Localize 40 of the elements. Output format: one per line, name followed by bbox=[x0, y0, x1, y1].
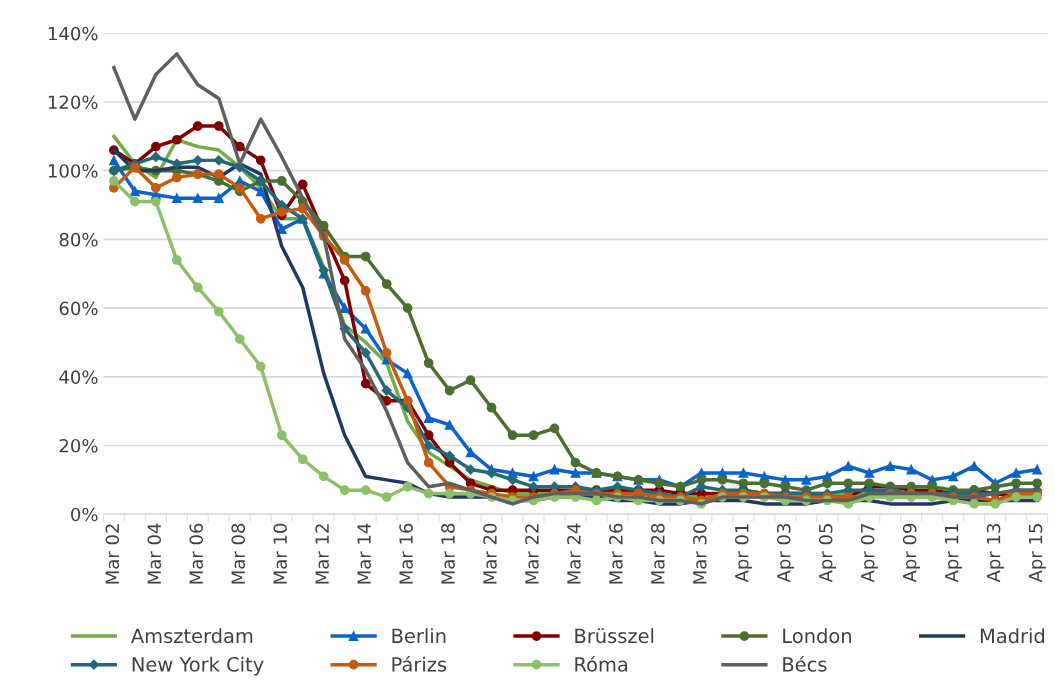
x-tick-label: Mar 16 bbox=[399, 523, 413, 584]
x-tick-label: Apr 11 bbox=[945, 524, 962, 583]
y-tick-label: 0% bbox=[71, 507, 98, 522]
y-tick-label: 20% bbox=[59, 438, 98, 453]
legend-label: Róma bbox=[575, 655, 628, 672]
x-tick-label: Mar 10 bbox=[273, 523, 287, 584]
y-tick-label: 100% bbox=[48, 164, 98, 178]
legend-label: Madrid bbox=[980, 628, 1045, 644]
legend-label: Berlin bbox=[392, 628, 446, 644]
x-tick-label: Apr 09 bbox=[902, 523, 920, 583]
x-tick-label: Mar 24 bbox=[567, 523, 581, 584]
x-tick-label: Mar 06 bbox=[189, 523, 204, 584]
y-tick-label: 120% bbox=[48, 95, 98, 110]
x-tick-label: Mar 18 bbox=[441, 523, 455, 584]
legend-label: Párizs bbox=[392, 655, 447, 672]
x-tick-label: Mar 22 bbox=[525, 524, 539, 584]
x-tick-label: Mar 28 bbox=[651, 523, 665, 584]
legend-label: New York City bbox=[132, 656, 264, 676]
x-tick-label: Mar 02 bbox=[105, 524, 120, 584]
x-tick-label: Mar 20 bbox=[483, 523, 497, 584]
x-tick-label: Mar 14 bbox=[357, 523, 371, 584]
y-tick-label: 80% bbox=[59, 232, 98, 247]
legend-label: Amszterdam bbox=[131, 628, 253, 644]
x-tick-label: Mar 08 bbox=[231, 523, 246, 584]
x-tick-label: Mar 04 bbox=[147, 523, 162, 584]
y-tick-label: 40% bbox=[59, 370, 98, 384]
x-tick-label: Apr 01 bbox=[734, 524, 753, 583]
legend-label: Brüsszel bbox=[575, 628, 654, 644]
x-tick-label: Apr 07 bbox=[860, 524, 878, 583]
legend-label: Bécs bbox=[783, 655, 827, 672]
y-tick-label: 140% bbox=[48, 26, 98, 41]
x-tick-label: Apr 03 bbox=[776, 523, 795, 583]
x-tick-label: Apr 15 bbox=[1028, 524, 1046, 583]
x-tick-label: Mar 26 bbox=[609, 523, 623, 584]
x-tick-label: Apr 13 bbox=[986, 523, 1004, 583]
x-tick-label: Apr 05 bbox=[818, 524, 837, 583]
y-tick-label: 60% bbox=[59, 301, 98, 316]
legend-label: London bbox=[783, 628, 851, 644]
x-tick-label: Mar 30 bbox=[692, 523, 707, 584]
x-tick-label: Mar 12 bbox=[315, 524, 329, 584]
